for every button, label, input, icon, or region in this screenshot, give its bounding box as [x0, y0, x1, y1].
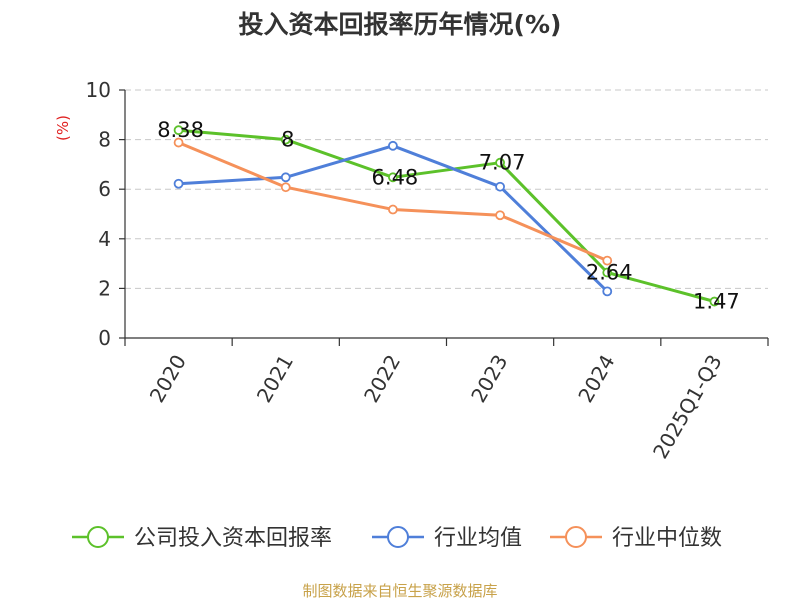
- source-note: 制图数据来自恒生聚源数据库: [302, 582, 497, 600]
- data-label: 1.47: [693, 290, 740, 314]
- legend-label: 行业中位数: [612, 526, 722, 551]
- data-point[interactable]: [280, 134, 291, 145]
- data-point[interactable]: [602, 255, 613, 266]
- y-axis-label: (%): [54, 115, 72, 141]
- chart-title: 投入资本回报率历年情况(%): [239, 10, 562, 39]
- y-tick-label: 6: [98, 177, 111, 201]
- x-tick-label: 2020: [145, 351, 191, 407]
- grid-lines: [125, 89, 768, 289]
- x-tick-label: 2023: [466, 351, 512, 407]
- data-point[interactable]: [280, 182, 291, 193]
- data-labels: 8.38 8 6.48 7.07 2.64 1.47: [157, 118, 740, 313]
- legend-item-2[interactable]: 行业中位数: [550, 526, 722, 551]
- data-point[interactable]: [173, 125, 184, 136]
- series-line-2: [177, 141, 609, 263]
- y-tick-label: 4: [98, 227, 111, 251]
- legend-marker: [565, 526, 587, 548]
- data-point[interactable]: [495, 181, 505, 192]
- data-label: 2.64: [586, 261, 633, 285]
- y-tick-label: 10: [86, 78, 111, 102]
- legend-marker: [87, 526, 109, 548]
- data-point[interactable]: [495, 157, 505, 168]
- data-point[interactable]: [602, 267, 613, 278]
- data-point[interactable]: [280, 172, 291, 183]
- legend-marker: [387, 526, 409, 548]
- x-tick-label: 2021: [252, 351, 298, 407]
- legend-label: 行业均值: [434, 526, 522, 551]
- data-point[interactable]: [495, 210, 505, 221]
- series-lines: [173, 125, 720, 307]
- data-label: 8: [281, 128, 294, 152]
- data-point[interactable]: [173, 137, 184, 148]
- y-tick-label: 8: [98, 128, 111, 152]
- x-tick-label: 2024: [573, 351, 619, 407]
- series-line-0: [177, 128, 716, 303]
- y-tick-label: 2: [98, 276, 111, 300]
- data-point[interactable]: [173, 178, 184, 189]
- x-tick-label: 2022: [359, 351, 405, 407]
- data-point[interactable]: [709, 296, 720, 307]
- legend-item-0[interactable]: 公司投入资本回报率: [72, 526, 332, 551]
- legend-item-1[interactable]: 行业均值: [372, 526, 522, 551]
- data-point[interactable]: [388, 140, 398, 151]
- legend: 公司投入资本回报率 行业均值 行业中位数: [72, 526, 722, 551]
- data-point[interactable]: [602, 286, 613, 297]
- data-label: 7.07: [479, 151, 526, 175]
- legend-label: 公司投入资本回报率: [134, 526, 332, 551]
- data-label: 6.48: [372, 165, 419, 189]
- data-point[interactable]: [388, 204, 398, 215]
- x-tick-label: 2025Q1-Q3: [648, 351, 727, 463]
- data-point[interactable]: [388, 172, 398, 183]
- y-tick-label: 0: [98, 326, 111, 350]
- data-label: 8.38: [157, 118, 204, 142]
